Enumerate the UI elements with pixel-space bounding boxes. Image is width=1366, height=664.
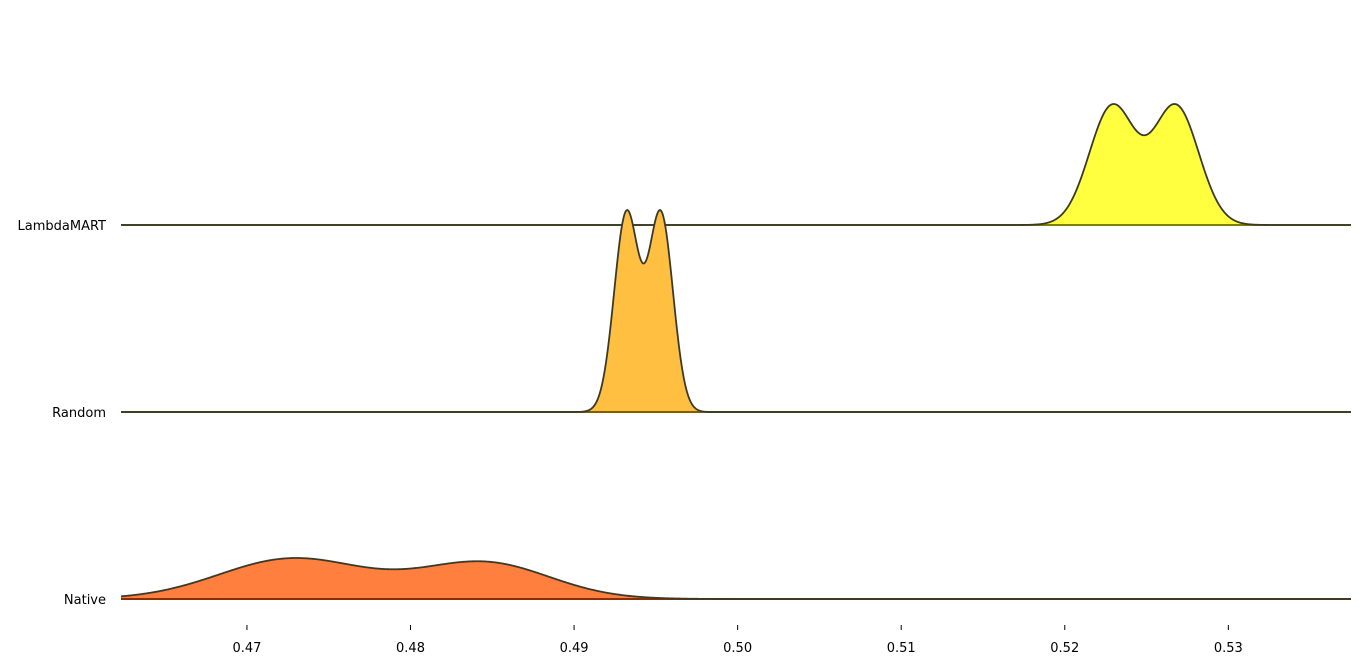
x-axis: 0.47 0.48 0.49 0.50 0.51 0.52 0.53 [232, 625, 1243, 656]
x-tick-label: 0.47 [232, 641, 261, 656]
ridge-fill-native [121, 558, 1351, 599]
x-tick-label: 0.51 [887, 641, 916, 656]
ridge-outline-lambdamart [121, 103, 1351, 226]
ridge-fill-random [121, 210, 1351, 412]
x-tick-label: 0.49 [560, 641, 589, 656]
row-label-random: Random [52, 406, 106, 421]
x-tick-label: 0.48 [396, 641, 425, 656]
row-label-lambdamart: LambdaMART [18, 219, 107, 234]
ridge-fill-lambdamart [121, 104, 1351, 225]
row-labels-layer: LambdaMART Random Native [18, 219, 107, 608]
ridges-layer [120, 103, 1351, 600]
ridge-outline-native [120, 557, 1351, 600]
x-tick-label: 0.53 [1214, 641, 1243, 656]
x-tick-label: 0.52 [1050, 641, 1079, 656]
row-label-native: Native [64, 593, 106, 608]
x-tick-label: 0.50 [723, 641, 752, 656]
ridge-outline-random [121, 208, 1351, 413]
